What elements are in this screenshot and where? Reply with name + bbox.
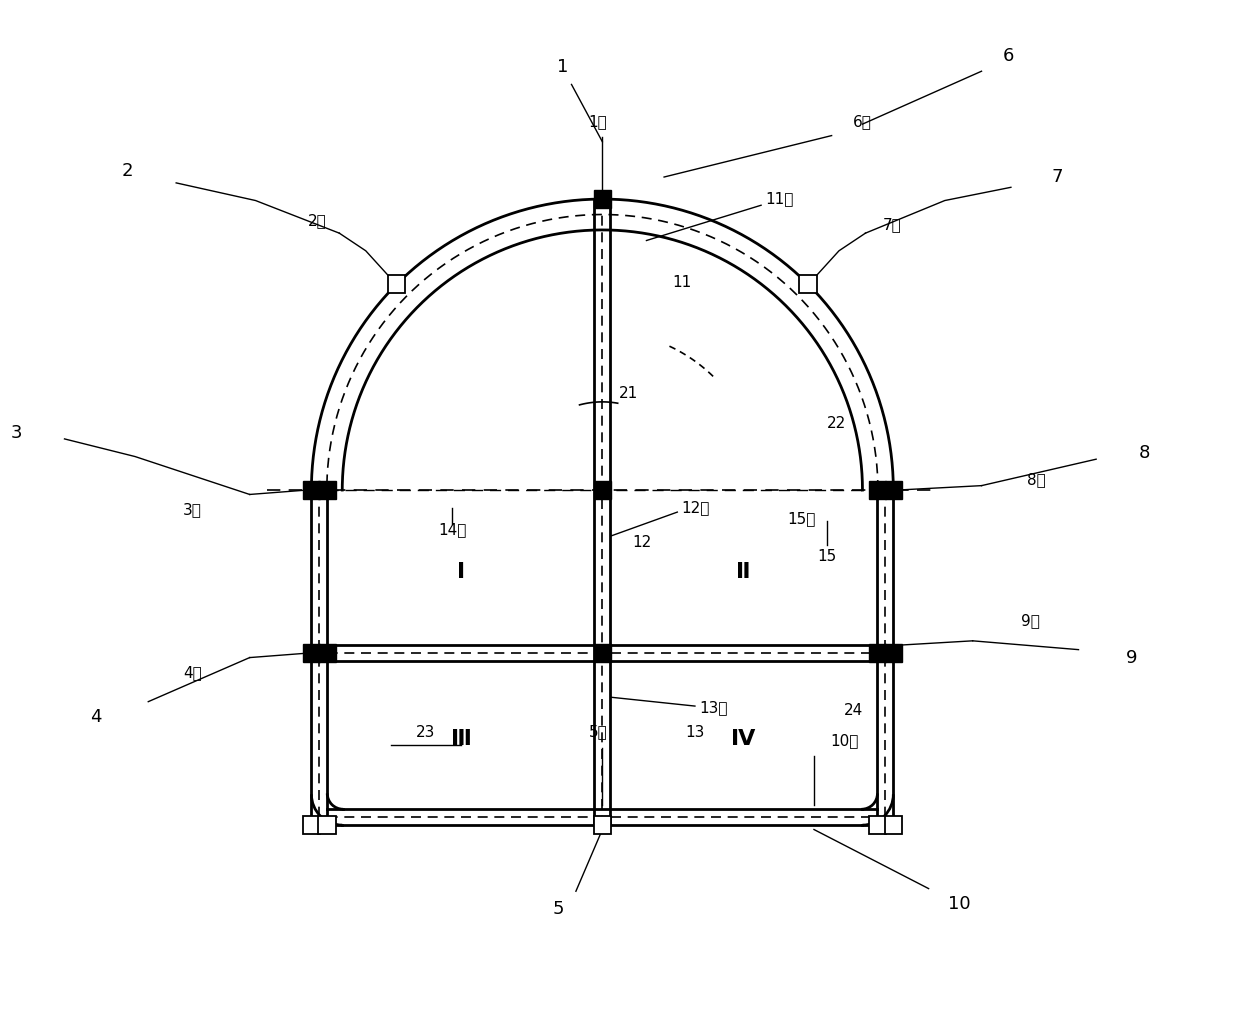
- Text: 15部: 15部: [787, 510, 816, 526]
- Text: Ⅱ: Ⅱ: [737, 562, 750, 582]
- Text: 7部: 7部: [883, 217, 901, 231]
- Text: Ⅳ: Ⅳ: [732, 729, 755, 749]
- Text: 1: 1: [557, 58, 568, 75]
- Text: 4: 4: [89, 708, 102, 725]
- Text: 8部: 8部: [1027, 472, 1045, 487]
- Text: 13: 13: [686, 725, 704, 740]
- Bar: [869, 816, 887, 834]
- Text: 2: 2: [122, 162, 134, 181]
- Text: 21: 21: [619, 385, 639, 401]
- Text: 2部: 2部: [308, 213, 326, 228]
- Bar: [594, 190, 611, 208]
- Bar: [319, 481, 336, 499]
- Bar: [303, 645, 320, 662]
- Bar: [869, 645, 887, 662]
- Bar: [884, 481, 903, 499]
- Bar: [303, 481, 320, 499]
- Bar: [869, 481, 887, 499]
- Bar: [303, 816, 320, 834]
- Text: 8: 8: [1140, 444, 1151, 462]
- Text: 12: 12: [632, 535, 652, 551]
- Bar: [319, 816, 336, 834]
- Text: 15: 15: [817, 549, 837, 564]
- Text: 13部: 13部: [699, 700, 728, 715]
- Text: 9: 9: [1126, 650, 1137, 667]
- Text: 10: 10: [949, 896, 971, 913]
- Text: 23: 23: [417, 725, 435, 740]
- Text: 1部: 1部: [589, 114, 608, 129]
- Text: 11部: 11部: [765, 191, 794, 207]
- Text: 11: 11: [672, 276, 692, 290]
- Text: 5: 5: [553, 900, 564, 918]
- Text: Ⅲ: Ⅲ: [451, 729, 471, 749]
- Bar: [800, 276, 817, 293]
- Bar: [884, 816, 903, 834]
- Text: 5部: 5部: [589, 724, 608, 740]
- Bar: [319, 645, 336, 662]
- Bar: [884, 645, 903, 662]
- Text: I: I: [458, 562, 465, 582]
- Text: 22: 22: [826, 416, 846, 432]
- Text: 14部: 14部: [438, 523, 466, 537]
- Text: 6: 6: [1002, 48, 1013, 65]
- Text: 9部: 9部: [1021, 613, 1039, 628]
- Bar: [594, 816, 611, 834]
- Text: 12部: 12部: [682, 500, 711, 515]
- Text: 3: 3: [10, 424, 22, 442]
- Bar: [594, 645, 611, 662]
- Text: 3部: 3部: [184, 502, 202, 516]
- Text: 10部: 10部: [831, 733, 859, 748]
- Text: 4部: 4部: [184, 665, 202, 680]
- Text: 7: 7: [1052, 167, 1063, 186]
- Text: 24: 24: [844, 703, 863, 718]
- Bar: [388, 276, 405, 293]
- Bar: [594, 481, 611, 499]
- Text: 6部: 6部: [853, 114, 872, 129]
